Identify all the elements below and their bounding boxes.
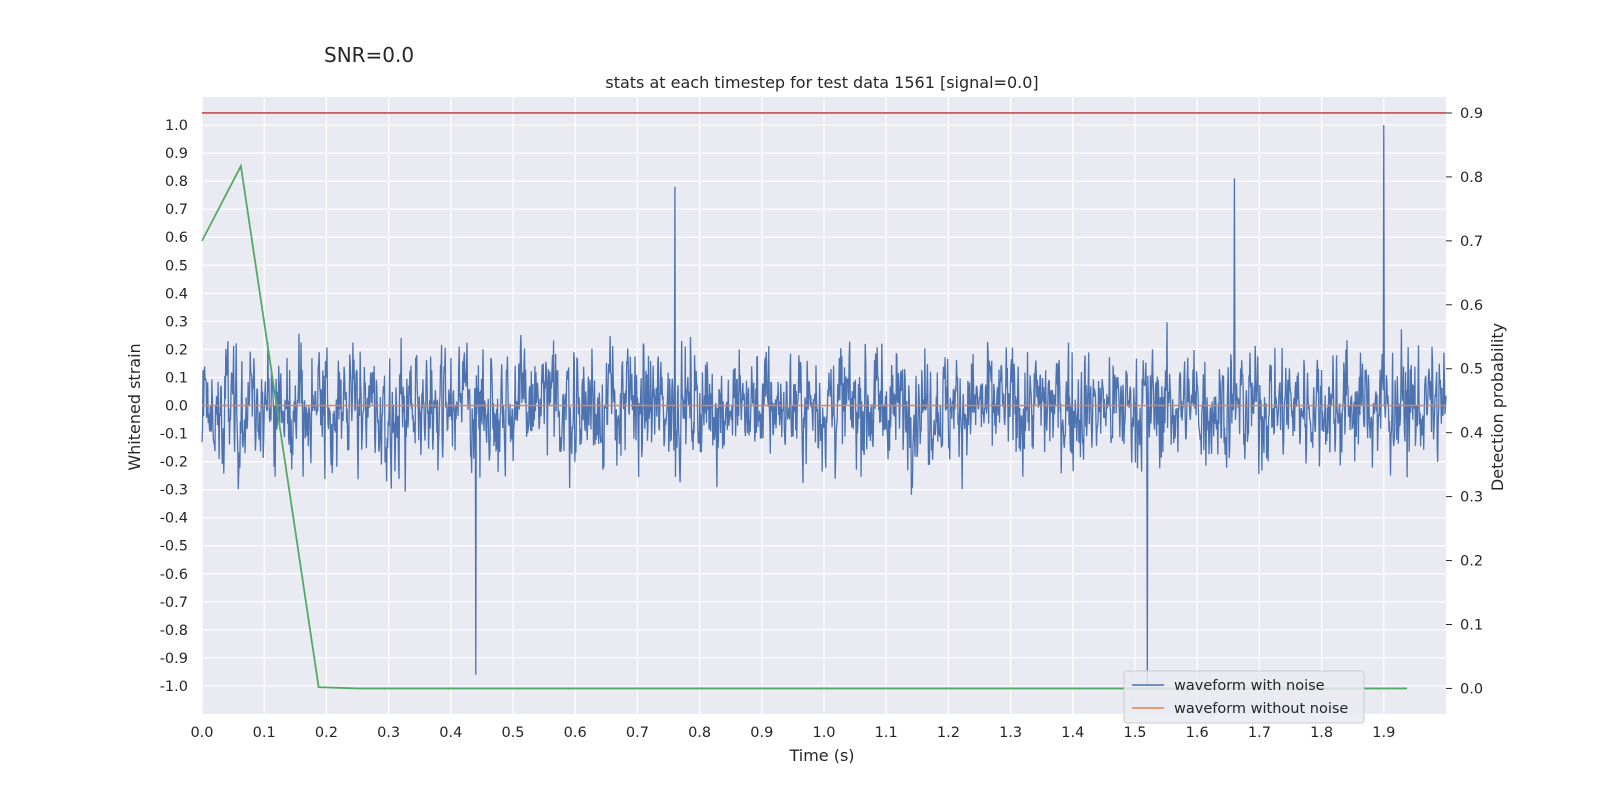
x-tick-label: 0.2	[315, 725, 338, 741]
x-tick-label: 1.8	[1310, 725, 1333, 741]
legend-label-noise: waveform with noise	[1174, 678, 1325, 694]
x-tick-label: 1.4	[1061, 725, 1084, 741]
y-tick-label: 0.1	[165, 370, 188, 386]
y-tick-label: -0.7	[160, 595, 188, 611]
y-tick-label: 0.4	[165, 286, 188, 302]
x-tick-label: 0.7	[626, 725, 649, 741]
y-tick-label: 0.8	[165, 174, 188, 190]
y2-tick-label: 0.5	[1460, 362, 1483, 378]
y-tick-label: 1.0	[165, 118, 188, 134]
y-tick-label: 0.7	[165, 202, 188, 218]
noise-waveform-line	[201, 125, 1447, 686]
y2-axis-ticks: 0.9 0.8 0.7 0.6 0.5 0.4 0.3 0.2 0.1 0.0	[1446, 106, 1483, 697]
x-tick-label: 0.3	[377, 725, 400, 741]
noise-waveform-series	[201, 125, 1447, 686]
legend-frame	[1123, 670, 1365, 724]
x-axis-label: Time (s)	[788, 746, 854, 765]
x-tick-label: 1.9	[1372, 725, 1395, 741]
x-tick-label: 0.5	[501, 725, 524, 741]
y-axis-ticks: 1.0 0.9 0.8 0.7 0.6 0.5 0.4 0.3 0.2 0.1 0.0 -0.1 -0.…	[160, 118, 188, 695]
y-tick-label: 0.5	[165, 258, 188, 274]
x-tick-label: 0.9	[750, 725, 773, 741]
y-tick-label: 0.6	[165, 230, 188, 246]
y-tick-label: -0.2	[160, 455, 188, 471]
y-tick-label: -0.6	[160, 567, 188, 583]
x-tick-label: 1.5	[1123, 725, 1146, 741]
chart-title: stats at each timestep for test data 156…	[605, 73, 1038, 92]
chart-suptitle: SNR=0.0	[324, 43, 414, 67]
y2-tick-label: 0.0	[1460, 681, 1483, 697]
x-tick-label: 1.2	[937, 725, 960, 741]
x-tick-label: 1.6	[1186, 725, 1209, 741]
y2-tick-label: 0.2	[1460, 554, 1483, 570]
y-tick-label: 0.0	[165, 399, 188, 415]
x-tick-label: 1.3	[999, 725, 1022, 741]
y-tick-label: 0.9	[165, 146, 188, 162]
y-tick-label: -1.0	[160, 679, 188, 695]
y2-tick-label: 0.4	[1460, 426, 1483, 442]
y2-tick-label: 0.1	[1460, 617, 1483, 633]
y-tick-label: 0.3	[165, 314, 188, 330]
y-tick-label: -0.3	[160, 483, 188, 499]
y2-tick-label: 0.9	[1460, 106, 1483, 122]
y-tick-label: 0.2	[165, 342, 188, 358]
x-tick-label: 0.1	[253, 725, 276, 741]
y2-tick-label: 0.7	[1460, 234, 1483, 250]
x-tick-label: 0.4	[439, 725, 462, 741]
x-tick-label: 0.8	[688, 725, 711, 741]
y-tick-label: -0.9	[160, 651, 188, 667]
y2-tick-label: 0.8	[1460, 170, 1483, 186]
legend: waveform with noise waveform without noi…	[1123, 670, 1365, 724]
x-tick-label: 0.6	[564, 725, 587, 741]
x-tick-label: 1.7	[1248, 725, 1271, 741]
x-tick-label: 0.0	[190, 725, 213, 741]
y2-tick-label: 0.6	[1460, 298, 1483, 314]
y-tick-label: -0.4	[160, 511, 188, 527]
y-tick-label: -0.5	[160, 539, 188, 555]
x-tick-label: 1.1	[875, 725, 898, 741]
y-axis-label: Whitened strain	[125, 343, 144, 470]
y2-tick-label: 0.3	[1460, 490, 1483, 506]
y-tick-label: -0.1	[160, 427, 188, 443]
y-tick-label: -0.8	[160, 623, 188, 639]
x-axis-ticks: 0.0 0.1 0.2 0.3 0.4 0.5 0.6 0.7 0.8 0.9 1.0 1.1 1.2 1…	[190, 725, 1395, 741]
legend-label-clean: waveform without noise	[1174, 701, 1348, 717]
y2-axis-label: Detection probability	[1488, 323, 1507, 491]
x-tick-label: 1.0	[812, 725, 835, 741]
